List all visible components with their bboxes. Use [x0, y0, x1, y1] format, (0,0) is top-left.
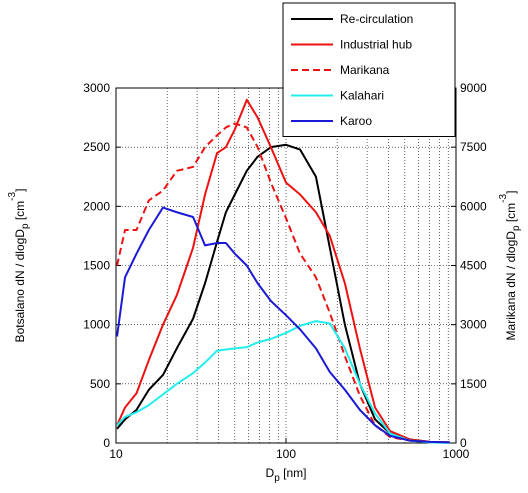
- legend-label: Karoo: [340, 114, 372, 128]
- y2-axis-label-part: p: [511, 225, 522, 231]
- series-line: [116, 206, 450, 444]
- series-line: [116, 98, 450, 444]
- y-axis-label-part: -3: [7, 191, 18, 200]
- x-axis-label-part: p: [274, 473, 280, 484]
- y-tick-label: 1000: [83, 318, 110, 332]
- legend-label: Re-circulation: [340, 12, 413, 26]
- x-axis-label-part: D: [266, 466, 275, 480]
- y2-axis-label-part: [cm: [504, 203, 518, 226]
- y-axis-label-part: Botsalano dN / dlogD: [13, 229, 27, 343]
- y2-tick-label: 0: [460, 436, 467, 450]
- y-axis-label-part: [cm: [13, 201, 27, 224]
- legend-label: Kalahari: [340, 89, 384, 103]
- y2-axis-label-part: -3: [498, 193, 509, 202]
- y2-tick-label: 1500: [460, 377, 487, 391]
- y-tick-label: 1500: [83, 259, 110, 273]
- legend-label: Industrial hub: [340, 38, 412, 52]
- y2-axis-label-part: Marikana dN / dlogD: [504, 231, 518, 341]
- y2-tick-label: 4500: [460, 259, 487, 273]
- y-tick-label: 2000: [83, 199, 110, 213]
- series-line: [116, 122, 450, 444]
- y2-tick-label: 7500: [460, 140, 487, 154]
- series-line: [116, 320, 450, 444]
- x-tick-label: 100: [276, 447, 296, 461]
- x-tick-label: 10: [109, 447, 123, 461]
- y2-axis-label: Marikana dN / dlogDp [cm-3]: [498, 191, 522, 341]
- y-axis-label-part: ]: [13, 189, 27, 192]
- y-axis-label: Botsalano dN / dlogDp [cm-3]: [7, 189, 31, 343]
- y-tick-label: 500: [90, 377, 110, 391]
- y2-axis-label-part: ]: [504, 191, 518, 194]
- y2-tick-label: 9000: [460, 81, 487, 95]
- y-tick-label: 0: [103, 436, 110, 450]
- x-tick-label: 1000: [443, 447, 470, 461]
- series-line: [116, 143, 450, 444]
- legend-label: Marikana: [340, 63, 390, 77]
- y2-tick-label: 3000: [460, 318, 487, 332]
- y-tick-label: 3000: [83, 81, 110, 95]
- y-tick-label: 2500: [83, 140, 110, 154]
- x-axis-label: Dp [nm]: [266, 466, 307, 484]
- legend-box: [282, 2, 456, 137]
- x-axis-label-part: [nm]: [280, 466, 307, 480]
- y-axis-label-part: p: [20, 223, 31, 229]
- y2-tick-label: 6000: [460, 199, 487, 213]
